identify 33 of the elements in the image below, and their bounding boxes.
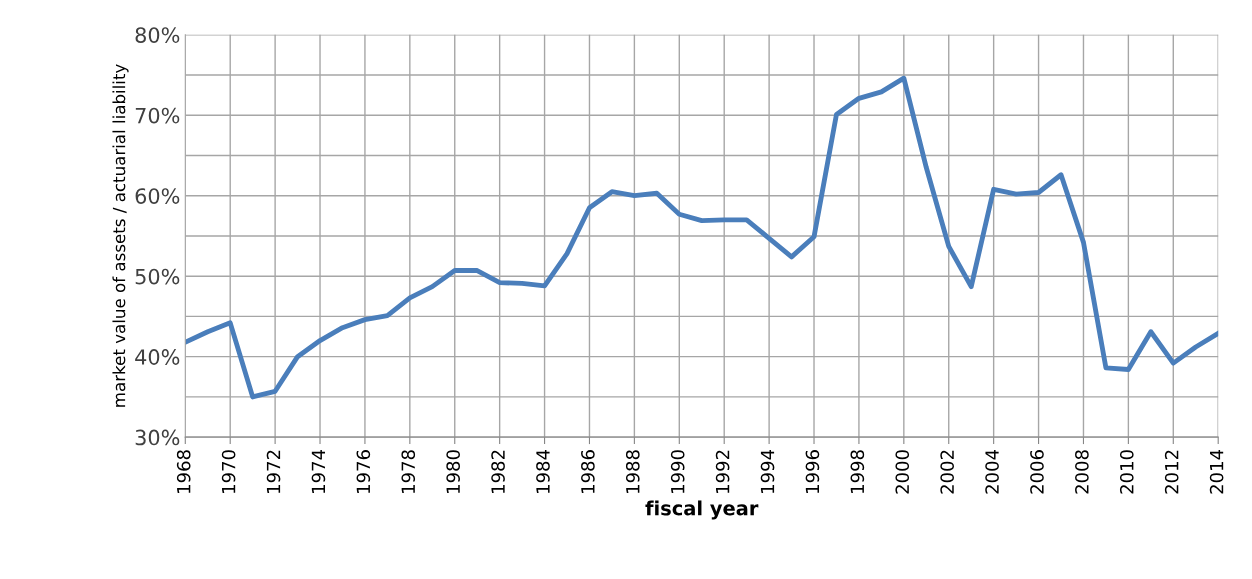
x-tick-label: 2014 bbox=[1209, 449, 1224, 494]
x-tick-label: 1998 bbox=[850, 450, 865, 493]
y-tick-label: 60% bbox=[135, 188, 180, 204]
y-tick-label: 80% bbox=[135, 27, 180, 43]
x-tick-label: 2006 bbox=[1030, 450, 1044, 494]
x-tick-label: 1986 bbox=[581, 450, 595, 493]
y-axis-title: market value of assets / actuarial liability bbox=[112, 64, 129, 407]
x-tick-label: 2008 bbox=[1075, 450, 1089, 494]
y-tick-label: 70% bbox=[135, 107, 180, 124]
y-tick-label: 30% bbox=[135, 429, 180, 446]
x-tick-label: 2010 bbox=[1119, 450, 1134, 494]
x-tick-label: 1990 bbox=[670, 450, 685, 493]
x-tick-label: 1980 bbox=[446, 450, 460, 493]
line-series bbox=[185, 75, 1219, 400]
x-tick-label: 2000 bbox=[895, 450, 910, 494]
x-tick-label: 1970 bbox=[221, 450, 236, 493]
x-tick-label: 2002 bbox=[940, 450, 954, 494]
x-tick-label: 1994 bbox=[760, 449, 775, 493]
x-tick-label: 1972 bbox=[266, 450, 281, 493]
x-axis-title: fiscal year bbox=[645, 500, 759, 520]
x-tick-label: 1988 bbox=[625, 450, 640, 493]
x-tick-label: 2012 bbox=[1164, 450, 1179, 494]
x-tick-label: 1974 bbox=[311, 449, 326, 493]
y-tick-label: 40% bbox=[135, 349, 180, 365]
x-tick-label: 1996 bbox=[805, 450, 820, 493]
x-tick-label: 1984 bbox=[536, 449, 550, 493]
x-tick-label: 1992 bbox=[715, 450, 730, 493]
x-tick-label: 1976 bbox=[356, 450, 371, 493]
y-tick-label: 50% bbox=[135, 268, 180, 285]
x-tick-label: 1982 bbox=[491, 450, 505, 493]
x-tick-label: 1978 bbox=[401, 450, 416, 493]
x-tick-label: 2004 bbox=[985, 449, 999, 494]
x-tick-label: 1968 bbox=[176, 450, 191, 493]
